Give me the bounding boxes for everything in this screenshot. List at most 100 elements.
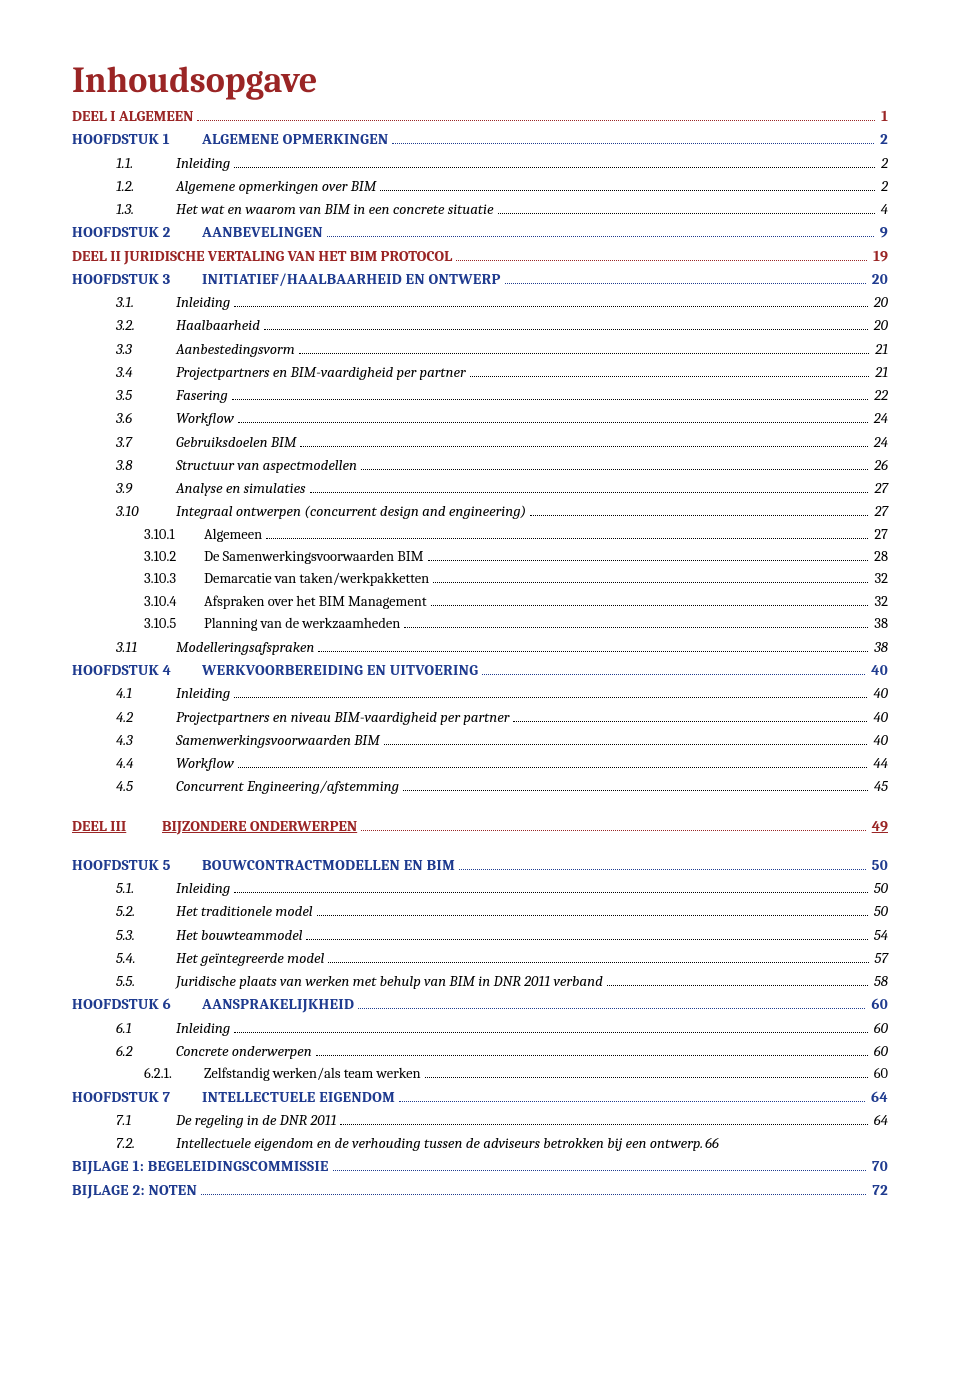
toc-entry-label: Intellectuele eigendom en de verhouding … [176, 1132, 700, 1155]
toc-line[interactable]: 6.2.1.Zelfstandig werken/als team werken… [72, 1063, 888, 1085]
toc-line[interactable]: HOOFDSTUK 2AANBEVELINGEN9 [72, 221, 888, 244]
toc-line[interactable]: HOOFDSTUK 3INITIATIEF/HAALBAARHEID EN ON… [72, 268, 888, 291]
toc-entry-number: 3.3 [116, 338, 176, 361]
toc-line[interactable]: 3.10.2De Samenwerkingsvoorwaarden BIM28 [72, 546, 888, 568]
toc-line[interactable]: 3.10.4Afspraken over het BIM Management3… [72, 591, 888, 613]
toc-line[interactable]: 3.9Analyse en simulaties27 [72, 477, 888, 500]
toc-entry-label: Concurrent Engineering/afstemming [176, 775, 399, 798]
toc-entry-page: 40 [871, 706, 888, 729]
toc-leader [470, 376, 870, 377]
toc-line[interactable]: 3.10.5Planning van de werkzaamheden38 [72, 613, 888, 635]
toc-leader [327, 236, 874, 237]
toc-line[interactable]: 3.2.Haalbaarheid20 [72, 314, 888, 337]
toc-entry-label: Het bouwteammodel [176, 924, 302, 947]
toc-line[interactable]: 5.2. Het traditionele model50 [72, 900, 888, 923]
toc-entry-page: 54 [872, 924, 888, 947]
toc-entry-number: 7.1 [116, 1109, 176, 1132]
toc-leader [234, 892, 868, 893]
toc-line[interactable]: BIJLAGE 2: NOTEN72 [72, 1179, 888, 1202]
toc-entry-label: Gebruiksdoelen BIM [176, 431, 296, 454]
toc-line[interactable]: 4.1Inleiding40 [72, 682, 888, 705]
toc-line[interactable]: 4.4Workflow44 [72, 752, 888, 775]
toc-line[interactable]: 1.2.Algemene opmerkingen over BIM2 [72, 175, 888, 198]
toc-entry-label: Structuur van aspectmodellen [176, 454, 357, 477]
toc-entry-page: 22 [872, 384, 888, 407]
toc-entry-label: INITIATIEF/HAALBAARHEID EN ONTWERP [202, 268, 501, 291]
toc-line[interactable]: 7.2.Intellectuele eigendom en de verhoud… [72, 1132, 888, 1155]
toc-entry-number: 4.3 [116, 729, 176, 752]
toc-entry-page: 32 [872, 568, 888, 590]
toc-entry-page: 20 [870, 268, 888, 291]
toc-entry-page: 50 [870, 854, 888, 877]
toc-line[interactable]: 1.1.Inleiding2 [72, 152, 888, 175]
toc-line[interactable]: 5.1.Inleiding50 [72, 877, 888, 900]
toc-entry-page: 50 [872, 900, 888, 923]
toc-line[interactable]: 5.5.Juridische plaats van werken met beh… [72, 970, 888, 993]
toc-entry-label: Afspraken over het BIM Management [204, 591, 427, 613]
toc-entry-number: DEEL III [72, 815, 162, 838]
toc-entry-number: 5.1. [116, 877, 176, 900]
toc-line[interactable]: 4.2Projectpartners en niveau BIM-vaardig… [72, 706, 888, 729]
toc-line[interactable]: DEEL IIIBIJZONDERE ONDERWERPEN49 [72, 815, 888, 838]
toc-entry-label: WERKVOORBEREIDING EN UITVOERING [202, 659, 478, 682]
toc-entry-label: Inleiding [176, 877, 230, 900]
toc-entry-label: Aanbestedingsvorm [176, 338, 295, 361]
toc-entry-page: 44 [871, 752, 888, 775]
toc-line[interactable]: BIJLAGE 1: BEGELEIDINGSCOMMISSIE70 [72, 1155, 888, 1178]
toc-entry-page: 1 [879, 105, 888, 128]
toc-entry-label: DEEL II JURIDISCHE VERTALING VAN HET BIM… [72, 245, 452, 268]
toc-line[interactable]: 3.10.1Algemeen27 [72, 524, 888, 546]
toc-line[interactable]: HOOFDSTUK 1ALGEMENE OPMERKINGEN2 [72, 128, 888, 151]
toc-line[interactable]: HOOFDSTUK 7INTELLECTUELE EIGENDOM64 [72, 1086, 888, 1109]
toc-line[interactable]: DEEL II JURIDISCHE VERTALING VAN HET BIM… [72, 245, 888, 268]
toc-line[interactable]: 5.4.Het geïntegreerde model57 [72, 947, 888, 970]
toc-entry-number: HOOFDSTUK 3 [72, 268, 202, 291]
toc-line[interactable]: 6.1Inleiding60 [72, 1017, 888, 1040]
toc-entry-number: 1.3. [116, 198, 176, 221]
toc-line[interactable]: 3.1.Inleiding20 [72, 291, 888, 314]
toc-line[interactable]: 3.10.3Demarcatie van taken/werkpakketten… [72, 568, 888, 590]
toc-entry-page: 40 [871, 682, 888, 705]
toc-leader [425, 1077, 868, 1078]
toc-entry-label: De regeling in de DNR 2011 [176, 1109, 336, 1132]
toc-line[interactable]: 3.7Gebruiksdoelen BIM24 [72, 431, 888, 454]
toc-line[interactable]: DEEL I ALGEMEEN 1 [72, 105, 888, 128]
toc-entry-number: 3.9 [116, 477, 176, 500]
toc-leader [456, 260, 867, 261]
toc-line[interactable]: HOOFDSTUK 4WERKVOORBEREIDING EN UITVOERI… [72, 659, 888, 682]
toc-entry-page: 27 [872, 477, 888, 500]
toc-line[interactable]: HOOFDSTUK 5BOUWCONTRACTMODELLEN EN BIM50 [72, 854, 888, 877]
toc-entry-label: DEEL I ALGEMEEN [72, 105, 193, 128]
toc-line[interactable]: 4.5Concurrent Engineering/afstemming45 [72, 775, 888, 798]
toc-entry-label: ALGEMENE OPMERKINGEN [202, 128, 388, 151]
toc-entry-label: Planning van de werkzaamheden [204, 613, 400, 635]
toc-line[interactable]: 5.3.Het bouwteammodel54 [72, 924, 888, 947]
toc-entry-number: HOOFDSTUK 4 [72, 659, 202, 682]
toc-entry-label: Fasering [176, 384, 228, 407]
toc-leader [428, 560, 869, 561]
toc-line[interactable]: HOOFDSTUK 6AANSPRAKELIJKHEID60 [72, 993, 888, 1016]
toc-entry-label: Demarcatie van taken/werkpakketten [204, 568, 429, 590]
toc-line[interactable]: 4.3Samenwerkingsvoorwaarden BIM40 [72, 729, 888, 752]
toc-line[interactable]: 1.3.Het wat en waarom van BIM in een con… [72, 198, 888, 221]
toc-entry-page: 27 [872, 500, 888, 523]
toc-line[interactable]: 3.4Projectpartners en BIM-vaardigheid pe… [72, 361, 888, 384]
toc-line[interactable]: 3.5Fasering22 [72, 384, 888, 407]
toc-line[interactable]: 7.1De regeling in de DNR 201164 [72, 1109, 888, 1132]
toc-line[interactable]: 3.11Modelleringsafspraken38 [72, 636, 888, 659]
toc-entry-number: 6.2 [116, 1040, 176, 1063]
toc-leader [333, 1170, 866, 1171]
toc-line[interactable]: 6.2Concrete onderwerpen60 [72, 1040, 888, 1063]
toc-line[interactable]: 3.10Integraal ontwerpen (concurrent desi… [72, 500, 888, 523]
toc-entry-page: 28 [872, 546, 888, 568]
toc-entry-page: 66 [703, 1132, 719, 1155]
toc-entry-page: 60 [872, 1063, 888, 1085]
toc-entry-label: AANSPRAKELIJKHEID [202, 993, 354, 1016]
toc-entry-number: 3.2. [116, 314, 176, 337]
toc-line[interactable]: 3.6Workflow24 [72, 407, 888, 430]
toc-leader [459, 869, 866, 870]
toc-leader [299, 353, 870, 354]
toc-line[interactable]: 3.3Aanbestedingsvorm21 [72, 338, 888, 361]
toc-line[interactable]: 3.8Structuur van aspectmodellen26 [72, 454, 888, 477]
toc-entry-page: 38 [872, 636, 888, 659]
